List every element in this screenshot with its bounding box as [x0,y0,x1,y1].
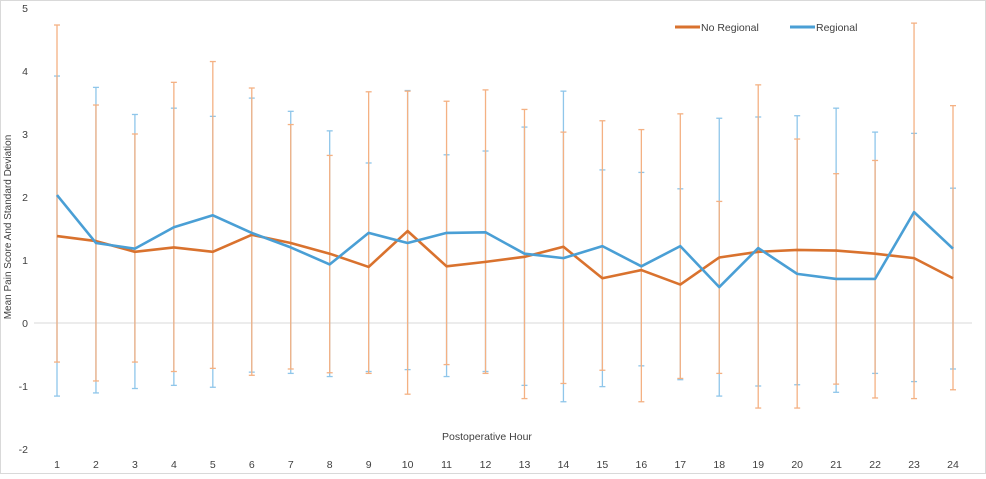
x-tick-label: 5 [210,459,216,471]
x-tick-label: 2 [93,459,99,471]
y-axis-label: Mean Pain Score And Standard Deviation [3,135,14,320]
x-tick-label: 1 [54,459,60,471]
x-tick-label: 4 [171,459,177,471]
x-tick-label: 23 [908,459,920,471]
x-axis-label: Postoperative Hour [442,431,532,443]
x-tick-label: 18 [713,459,725,471]
y-tick-label: 1 [22,255,28,267]
y-tick-label: 3 [22,129,28,141]
y-tick-label: 4 [22,66,28,78]
x-tick-label: 7 [288,459,294,471]
x-tick-label: 6 [249,459,255,471]
y-tick-label: -1 [19,381,28,393]
x-tick-label: 10 [402,459,414,471]
legend-label-no-regional: No Regional [701,22,759,34]
x-tick-label: 16 [636,459,648,471]
y-tick-label: -2 [19,444,28,456]
y-tick-label: 5 [22,3,28,15]
x-tick-label: 12 [480,459,492,471]
x-tick-label: 13 [519,459,531,471]
legend-label-regional: Regional [816,22,857,34]
x-tick-label: 3 [132,459,138,471]
x-tick-label: 20 [791,459,803,471]
y-tick-label: 2 [22,192,28,204]
x-tick-label: 17 [674,459,686,471]
x-tick-label: 24 [947,459,959,471]
x-tick-label: 9 [366,459,372,471]
x-tick-label: 19 [752,459,764,471]
x-tick-label: 11 [441,459,452,471]
x-tick-label: 22 [869,459,881,471]
x-tick-label: 14 [558,459,570,471]
x-tick-label: 8 [327,459,333,471]
x-tick-label: 21 [830,459,842,471]
y-tick-label: 0 [22,318,28,330]
x-tick-label: 15 [597,459,609,471]
